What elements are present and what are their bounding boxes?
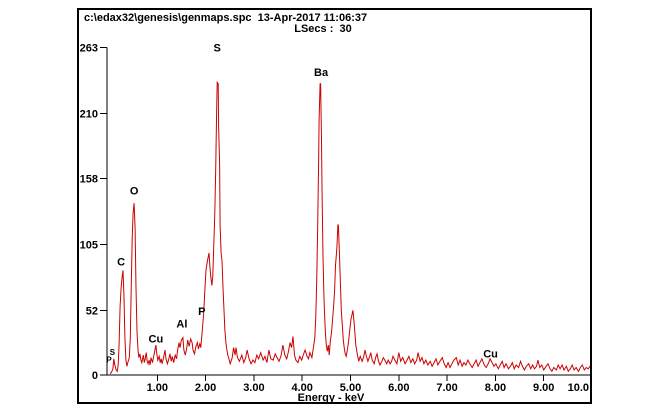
- x-tick-label: 3.00: [243, 382, 264, 394]
- x-tick-label: 8.00: [485, 382, 506, 394]
- spectrum-trace: [109, 80, 590, 375]
- x-tick-label: 9.00: [533, 382, 554, 394]
- spectrum-chart[interactable]: 263 210 158 105 52 0 1.00 2.00 3.00 4.00 5.00 6.00…: [79, 10, 590, 402]
- y-tick-label: 0: [92, 370, 98, 382]
- peak-label-cu: Cu: [483, 349, 498, 361]
- peak-label-s: S: [214, 42, 221, 54]
- x-tick-label: 4.00: [291, 382, 312, 394]
- x-tick-label: 1.00: [147, 382, 168, 394]
- x-axis: 1.00 2.00 3.00 4.00 5.00 6.00 7.00 8.00 9.00 10.0…: [107, 374, 590, 402]
- peak-label-p: P: [198, 306, 205, 318]
- peak-label-cu: Cu: [149, 334, 164, 346]
- y-tick-label: 263: [80, 43, 98, 55]
- file-path-text: c:\edax32\genesis\genmaps.spc 13-Apr-201…: [84, 12, 368, 24]
- spectrum-window: c:\edax32\genesis\genmaps.spc 13-Apr-201…: [77, 8, 592, 404]
- y-tick-label: 52: [86, 305, 98, 317]
- spectrum-line: [109, 80, 590, 375]
- x-tick-label: 6.00: [388, 382, 409, 394]
- y-tick-label: 210: [80, 109, 98, 121]
- x-tick-label: 2.00: [195, 382, 216, 394]
- y-tick-label: 158: [80, 173, 98, 185]
- x-axis-title: Energy - keV: [298, 392, 365, 402]
- x-tick-label: 7.00: [436, 382, 457, 394]
- live-seconds-text: LSecs : 30: [294, 23, 352, 35]
- peak-label-ba: Ba: [314, 67, 329, 79]
- x-tick-label: 10.0: [568, 382, 589, 394]
- x-tick-label: 5.00: [340, 382, 361, 394]
- peak-label-s: S: [110, 348, 116, 357]
- peak-label-c: C: [117, 256, 125, 268]
- peak-label-p: P: [106, 356, 112, 365]
- y-axis: 263 210 158 105 52 0: [80, 43, 108, 382]
- y-tick-label: 105: [80, 239, 98, 251]
- peak-label-al: Al: [176, 319, 187, 331]
- peak-label-o: O: [130, 185, 139, 197]
